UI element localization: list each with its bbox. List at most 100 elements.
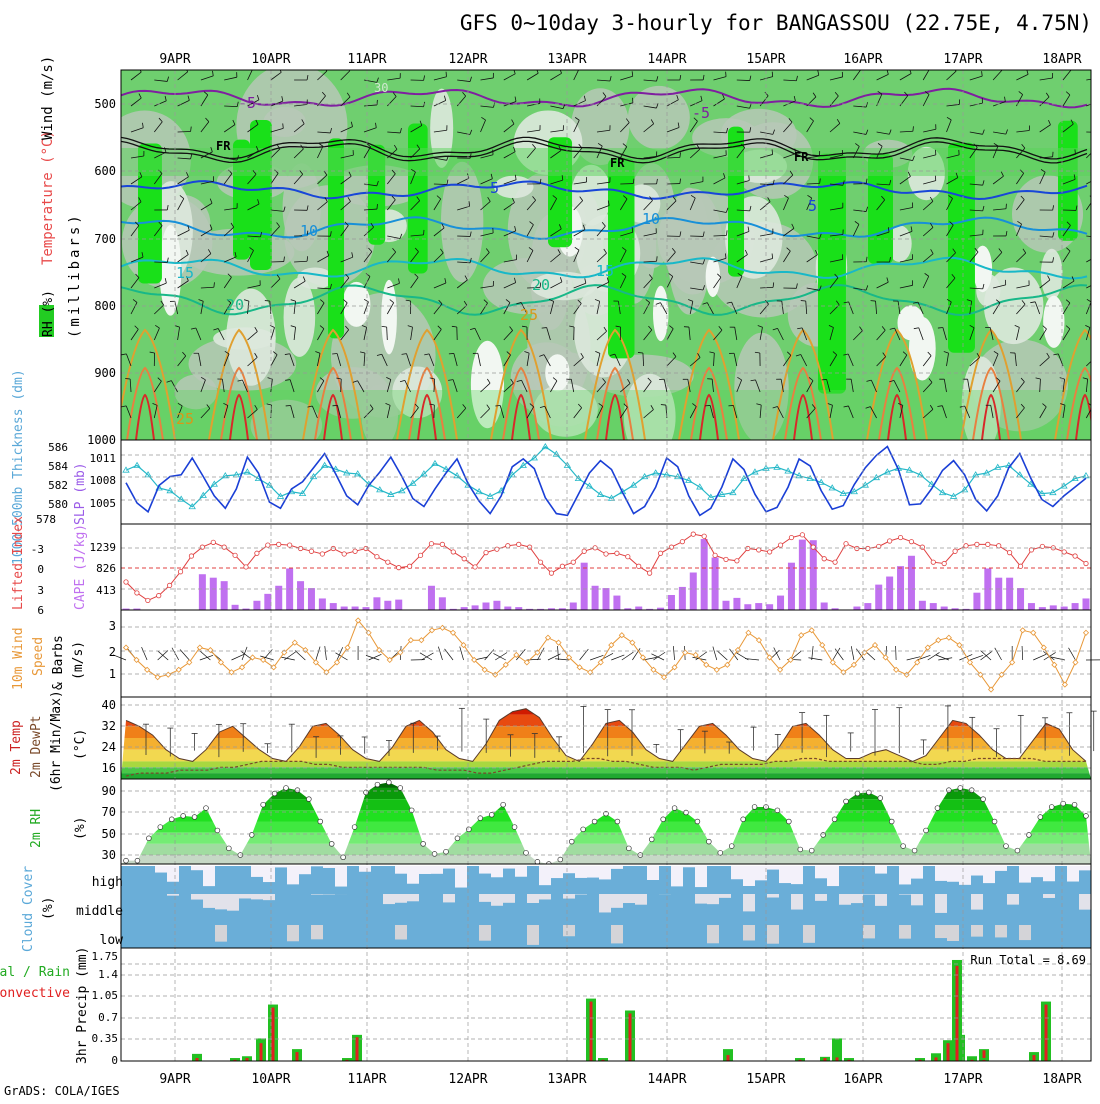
- cape-bar: [570, 603, 577, 611]
- thickness-tick-578: 578: [36, 513, 56, 526]
- wind-barb: [154, 262, 167, 263]
- cloud-high-gap: [407, 866, 419, 884]
- top-day-label: 9APR: [159, 52, 190, 67]
- rh-point: [432, 852, 437, 857]
- cloud-middle-gap: [251, 894, 263, 899]
- wind-barb-flag: [1096, 277, 1098, 282]
- wind-barb-flag: [332, 353, 337, 354]
- slp-tick-1011: 1011: [90, 452, 117, 465]
- wind-10m-barb: [851, 646, 854, 660]
- temp-ticks: 40 32 24 16: [102, 698, 116, 775]
- cape-bar: [1083, 598, 1090, 610]
- cape-bar: [712, 558, 719, 611]
- cloud-middle-gap: [539, 894, 551, 899]
- cloud-high-gap: [155, 866, 167, 873]
- li-point: [582, 549, 586, 553]
- cloud-middle-gap: [599, 894, 611, 912]
- rh-point: [901, 844, 906, 849]
- li-point: [266, 543, 270, 547]
- cape-bar: [755, 603, 762, 610]
- li-point: [1007, 550, 1011, 554]
- cloud-middle-gap: [611, 894, 623, 908]
- wind-barb: [341, 379, 342, 392]
- ylabel-rh-unit: (%): [73, 817, 88, 840]
- cloud-high-gap: [563, 866, 575, 873]
- cloud-high-gap: [899, 866, 911, 884]
- cape-bar: [308, 588, 315, 610]
- rh-point: [924, 828, 929, 833]
- cape-bar: [864, 603, 871, 610]
- temp-tick-32: 32: [102, 719, 116, 733]
- cloud-high-gap: [1079, 866, 1091, 870]
- cape-bar: [930, 603, 937, 610]
- rh-point: [444, 849, 449, 854]
- cape-bar: [319, 598, 326, 610]
- rh-point: [1049, 805, 1054, 810]
- cloud-level-labels: high middle low: [76, 875, 123, 948]
- wind-10m-barb: [808, 658, 822, 660]
- cape-bar: [581, 563, 588, 610]
- temp-tick-16: 16: [102, 761, 116, 775]
- cloud-level-middle: middle: [76, 904, 123, 919]
- bottom-day-label: 14APR: [647, 1072, 686, 1087]
- cloud-high-gap: [359, 866, 371, 872]
- li-point: [986, 542, 990, 546]
- wind-10m-barb: [928, 652, 940, 660]
- precip-convective-bar: [590, 1002, 593, 1061]
- wind-barb-flag: [913, 126, 914, 131]
- cloud-high-gap: [395, 866, 407, 874]
- li-point: [462, 557, 466, 561]
- li-point: [767, 550, 771, 554]
- cloud-high-gap: [491, 866, 503, 877]
- top-day-label: 13APR: [547, 52, 586, 67]
- rh-point: [729, 844, 734, 849]
- ylabel-cloud-cover: Cloud Cover: [21, 866, 36, 952]
- cape-bar: [733, 598, 740, 610]
- li-point: [146, 598, 150, 602]
- cape-bar: [1006, 578, 1013, 610]
- cloud-middle-gap: [1079, 894, 1091, 910]
- cloud-middle-gap: [851, 894, 863, 903]
- ua-moist-column: [608, 158, 634, 358]
- cloud-high-gap: [299, 866, 311, 874]
- li-point: [200, 545, 204, 549]
- cloud-middle-gap: [167, 894, 179, 896]
- li-point: [298, 546, 302, 550]
- cape-bar: [886, 577, 893, 610]
- pressure-tick-600: 600: [94, 164, 116, 178]
- cloud-middle-gap: [719, 894, 731, 898]
- li-point: [942, 561, 946, 565]
- rh-point: [661, 817, 666, 822]
- cloud-middle-gap: [563, 894, 575, 899]
- ylabel-lifted-index: Lifted Index: [11, 516, 26, 610]
- rh-point: [878, 796, 883, 801]
- cloud-low-gap: [215, 925, 227, 942]
- cloud-low-gap: [287, 925, 299, 941]
- li-point: [429, 542, 433, 546]
- bottom-day-label: 13APR: [547, 1072, 586, 1087]
- cape-bar: [766, 604, 773, 610]
- ylabel-2m-rh: 2m RH: [29, 809, 44, 848]
- cape-tick-1239: 1239: [90, 541, 117, 554]
- ua-moist-column: [250, 120, 272, 270]
- cloud-middle-gap: [311, 894, 323, 895]
- temp-band: [121, 703, 1091, 715]
- rh-point: [341, 855, 346, 860]
- cloud-high-gap: [575, 866, 587, 878]
- wind-10m-barb: [438, 647, 442, 660]
- li-point: [560, 564, 564, 568]
- cloud-high-gap: [419, 866, 431, 874]
- li-point: [637, 564, 641, 568]
- rh-bands: [121, 779, 1091, 866]
- temp-band: [121, 773, 1091, 791]
- bottom-day-label: 10APR: [251, 1072, 290, 1087]
- cloud-high-gap: [611, 866, 623, 869]
- top-day-label: 17APR: [943, 52, 982, 67]
- cloud-high-gap: [335, 866, 347, 887]
- li-point: [844, 542, 848, 546]
- top-day-label: 18APR: [1042, 52, 1081, 67]
- li-point: [124, 580, 128, 584]
- cape-bar: [897, 566, 904, 610]
- rh-point: [581, 827, 586, 832]
